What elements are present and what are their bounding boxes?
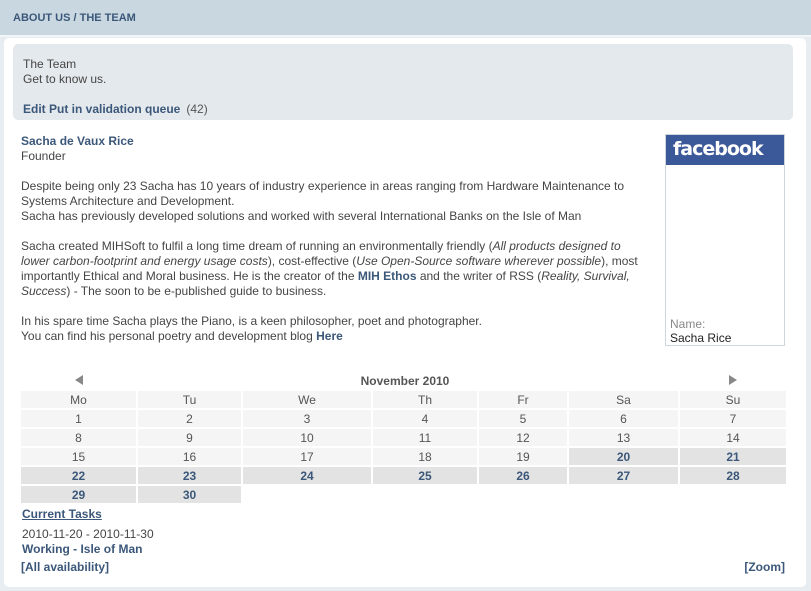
calendar-day[interactable]: 23 bbox=[138, 467, 241, 484]
queue-count: (42) bbox=[186, 102, 208, 116]
calendar-day[interactable]: 1 bbox=[21, 410, 136, 427]
facebook-logo: facebook bbox=[666, 135, 784, 165]
all-availability-link[interactable]: [All availability] bbox=[21, 560, 110, 574]
calendar-empty-cell bbox=[243, 486, 371, 503]
calendar-day[interactable]: 27 bbox=[569, 467, 678, 484]
weekday-header: Fr bbox=[479, 391, 567, 408]
calendar-empty-cell bbox=[569, 486, 678, 503]
calendar-day[interactable]: 15 bbox=[21, 448, 136, 465]
calendar-day[interactable]: 21 bbox=[680, 448, 786, 465]
calendar-month: November 2010 bbox=[360, 373, 450, 388]
calendar-day[interactable]: 2 bbox=[138, 410, 241, 427]
text-italic: All products designed to lower carbon-fo… bbox=[21, 239, 621, 268]
weekday-header: Mo bbox=[21, 391, 136, 408]
weekday-header: Th bbox=[373, 391, 477, 408]
calendar-day[interactable]: 9 bbox=[138, 429, 241, 446]
calendar-day[interactable]: 6 bbox=[569, 410, 678, 427]
weekday-header: We bbox=[243, 391, 371, 408]
weekday-header: Sa bbox=[569, 391, 678, 408]
calendar-day[interactable]: 5 bbox=[479, 410, 567, 427]
calendar-day[interactable]: 30 bbox=[138, 486, 241, 503]
task-date-range: 2010-11-20 - 2010-11-30 bbox=[22, 527, 154, 541]
text: ), most importantly Ethical and Moral bu… bbox=[21, 254, 638, 283]
calendar-day[interactable]: 16 bbox=[138, 448, 241, 465]
calendar-week: 22 23 24 25 26 27 28 bbox=[21, 467, 786, 484]
intro-box: The Team Get to know us. Edit Put in val… bbox=[13, 44, 793, 120]
blog-link[interactable]: Here bbox=[316, 329, 343, 343]
task-description: Working - Isle of Man bbox=[22, 542, 143, 556]
facebook-name-label: Name: bbox=[670, 317, 706, 331]
calendar-empty-cell bbox=[373, 486, 477, 503]
facebook-name-value: Sacha Rice bbox=[670, 331, 732, 345]
text-italic: Use Open-Source software wherever possib… bbox=[356, 254, 602, 268]
calendar-day[interactable]: 17 bbox=[243, 448, 371, 465]
calendar-day[interactable]: 4 bbox=[373, 410, 477, 427]
calendar-empty-cell bbox=[479, 486, 567, 503]
calendar-day[interactable]: 13 bbox=[569, 429, 678, 446]
page-header: ABOUT US / THE TEAM bbox=[0, 0, 811, 37]
current-tasks: Current Tasks 2010-11-20 - 2010-11-30 Wo… bbox=[22, 507, 154, 557]
calendar-day[interactable]: 18 bbox=[373, 448, 477, 465]
calendar-day[interactable]: 26 bbox=[479, 467, 567, 484]
calendar-day[interactable]: 8 bbox=[21, 429, 136, 446]
profile-name: Sacha de Vaux Rice bbox=[21, 134, 134, 148]
availability-calendar: November 2010 Mo Tu We Th Fr Sa Su 1 2 3 4 5 6 7 8 9 10 1… bbox=[19, 370, 788, 505]
arrow-left-icon[interactable] bbox=[74, 374, 83, 385]
intro-title: The Team bbox=[23, 57, 77, 71]
weekday-header: Tu bbox=[138, 391, 241, 408]
calendar-day[interactable]: 19 bbox=[479, 448, 567, 465]
facebook-badge[interactable]: facebook Name: Sacha Rice bbox=[665, 134, 785, 346]
calendar-day[interactable]: 7 bbox=[680, 410, 786, 427]
zoom-link[interactable]: [Zoom] bbox=[744, 560, 785, 574]
calendar-day[interactable]: 14 bbox=[680, 429, 786, 446]
intro-subtitle: Get to know us. bbox=[23, 72, 107, 86]
breadcrumb: ABOUT US / THE TEAM bbox=[13, 12, 136, 24]
content-panel: The Team Get to know us. Edit Put in val… bbox=[4, 38, 806, 587]
profile-bio: Sacha de Vaux Rice Founder Despite being … bbox=[21, 134, 651, 359]
calendar-week: 15 16 17 18 19 20 21 bbox=[21, 448, 786, 465]
calendar-day[interactable]: 3 bbox=[243, 410, 371, 427]
edit-validation-link[interactable]: Edit Put in validation queue bbox=[23, 102, 181, 116]
calendar-week: 29 30 bbox=[21, 486, 786, 503]
bio-paragraph-1b: Sacha has previously developed solutions… bbox=[21, 209, 582, 223]
calendar-week: 8 9 10 11 12 13 14 bbox=[21, 429, 786, 446]
calendar-day[interactable]: 28 bbox=[680, 467, 786, 484]
current-tasks-heading[interactable]: Current Tasks bbox=[22, 507, 102, 521]
bio-paragraph-2: Sacha created MIHSoft to fulfil a long t… bbox=[21, 239, 651, 299]
calendar-empty-cell bbox=[680, 486, 786, 503]
mih-ethos: MIH Ethos bbox=[357, 269, 417, 283]
calendar-day[interactable]: 24 bbox=[243, 467, 371, 484]
bio-paragraph-3: In his spare time Sacha plays the Piano,… bbox=[21, 314, 482, 328]
calendar-day[interactable]: 22 bbox=[21, 467, 136, 484]
weekday-header: Su bbox=[680, 391, 786, 408]
text: ), cost-effective ( bbox=[267, 254, 357, 268]
bio-paragraph-3b: You can find his personal poetry and dev… bbox=[21, 329, 317, 343]
calendar-day[interactable]: 12 bbox=[479, 429, 567, 446]
calendar-day[interactable]: 25 bbox=[373, 467, 477, 484]
calendar-day[interactable]: 29 bbox=[21, 486, 136, 503]
text-italic: Reality, Survival, Success bbox=[21, 269, 630, 298]
text: ) - The soon to be e-published guide to … bbox=[66, 284, 327, 298]
text: Sacha created MIHSoft to fulfil a long t… bbox=[21, 239, 493, 253]
text: and the writer of RSS ( bbox=[416, 269, 542, 283]
calendar-day[interactable]: 20 bbox=[569, 448, 678, 465]
calendar-day[interactable]: 11 bbox=[373, 429, 477, 446]
calendar-day[interactable]: 10 bbox=[243, 429, 371, 446]
bio-paragraph-1: Despite being only 23 Sacha has 10 years… bbox=[21, 179, 625, 208]
profile-role: Founder bbox=[21, 149, 66, 163]
arrow-right-icon[interactable] bbox=[729, 374, 737, 385]
